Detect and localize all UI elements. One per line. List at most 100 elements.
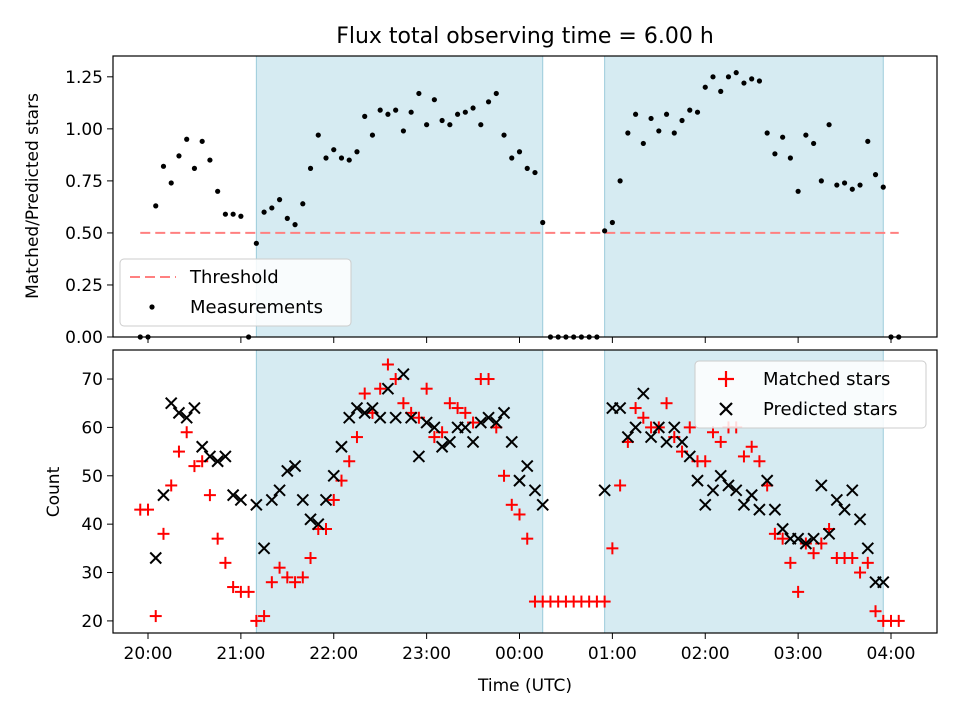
measurement-point <box>393 107 399 113</box>
measurement-point <box>501 132 507 138</box>
bottom-y-ticks: 20 30 40 50 60 70 <box>81 370 113 632</box>
y-tick-label: 40 <box>81 515 103 535</box>
measurement-point <box>841 180 848 186</box>
measurement-point <box>764 130 770 136</box>
measurement-point <box>532 169 538 176</box>
predicted-star-point <box>753 503 766 516</box>
measurements-legend-swatch <box>149 304 155 310</box>
measurement-point <box>160 163 167 169</box>
matched-star-point <box>420 382 433 395</box>
predicted-star-point <box>768 503 782 516</box>
measurement-point <box>702 84 708 90</box>
predicted-star-point <box>737 498 751 512</box>
matched-star-point <box>227 581 240 594</box>
predicted-star-point <box>699 498 712 512</box>
measurement-point <box>725 74 732 80</box>
measurement-point <box>493 90 499 97</box>
measurement-point <box>447 122 453 128</box>
measurement-points <box>137 70 902 340</box>
matched-star-point <box>180 426 193 439</box>
predicted-star-point <box>203 450 217 463</box>
measurement-point <box>687 107 693 113</box>
predicted-star-point <box>157 488 170 502</box>
predicted-star-point <box>668 421 681 434</box>
matched-star-point <box>381 358 394 371</box>
top-legend-box <box>119 258 352 327</box>
matched-star-point <box>273 561 286 574</box>
measurement-point <box>184 136 190 142</box>
measurement-point <box>509 155 515 161</box>
matched-star-point <box>327 493 340 506</box>
measurement-point <box>207 157 213 163</box>
predicted-star-point <box>474 416 488 429</box>
top-shaded-intervals <box>255 55 884 338</box>
predicted-star-point <box>815 479 828 492</box>
measurement-point <box>872 172 879 178</box>
predicted-star-point <box>652 421 666 434</box>
predicted-star-point <box>265 493 279 507</box>
matched-star-point <box>629 402 642 415</box>
bottom-legend-box <box>694 360 927 429</box>
measurement-point <box>168 180 174 186</box>
predicted-star-point <box>830 493 844 507</box>
predicted-star-point <box>404 411 418 424</box>
y-tick-label: 70 <box>81 370 103 390</box>
measurement-point <box>625 130 631 136</box>
matched-star-point <box>358 387 371 400</box>
observing-window <box>604 55 884 338</box>
matched-star-point <box>513 508 526 521</box>
predicted-star-point <box>629 421 642 434</box>
predicted-star-point <box>343 411 356 424</box>
measurement-point <box>826 122 832 128</box>
predicted-star-point <box>466 435 480 449</box>
matched-star-point <box>304 552 317 565</box>
predicted-star-point <box>660 435 673 449</box>
matched-star-point <box>521 532 534 545</box>
measurement-point <box>834 182 840 188</box>
predicted-star-point <box>389 411 402 424</box>
measurement-point <box>431 97 437 103</box>
predicted-star-point <box>172 406 186 420</box>
predicted-star-point <box>304 513 317 526</box>
predicted-star-point <box>149 551 162 565</box>
measurements-legend-label: Measurements <box>190 297 323 318</box>
measurement-point <box>470 105 476 111</box>
measurement-point <box>679 117 685 124</box>
x-tick-label: 02:00 <box>681 644 730 664</box>
predicted-star-point <box>482 411 495 424</box>
measurement-point <box>718 88 724 94</box>
measurement-point <box>315 132 321 138</box>
predicted-star-point <box>644 430 658 444</box>
predicted-star-point <box>312 517 325 531</box>
predicted-star-point <box>165 397 178 410</box>
x-tick-label: 01:00 <box>588 644 637 664</box>
predicted-star-point <box>319 493 333 507</box>
matched-star-point <box>807 547 820 560</box>
matched-star-point <box>428 431 441 444</box>
predicted-star-point <box>358 406 371 420</box>
predicted-legend-label: Predicted stars <box>763 399 897 420</box>
matched-star-point <box>203 489 216 502</box>
predicted-star-point <box>853 513 867 526</box>
predicted-star-point <box>776 522 789 536</box>
measurement-point <box>377 107 383 113</box>
matched-star-point <box>250 614 263 627</box>
measurement-point <box>795 188 801 194</box>
measurement-point <box>516 149 523 155</box>
measurement-point <box>632 111 639 117</box>
matched-star-point <box>598 595 611 608</box>
matched-star-point <box>258 610 271 623</box>
matched-star-point <box>374 382 387 395</box>
measurement-point <box>780 134 786 140</box>
measurement-point <box>857 182 863 188</box>
measurement-point <box>733 70 739 76</box>
measurement-point <box>191 165 198 171</box>
predicted-star-point <box>381 382 395 395</box>
matched-star-point <box>714 435 727 448</box>
predicted-star-point <box>219 450 232 463</box>
measurement-point <box>671 130 677 136</box>
measurement-point <box>408 109 414 115</box>
matched-star-point <box>296 571 309 584</box>
measurement-point <box>803 132 809 138</box>
top-plot-frame <box>112 55 938 338</box>
